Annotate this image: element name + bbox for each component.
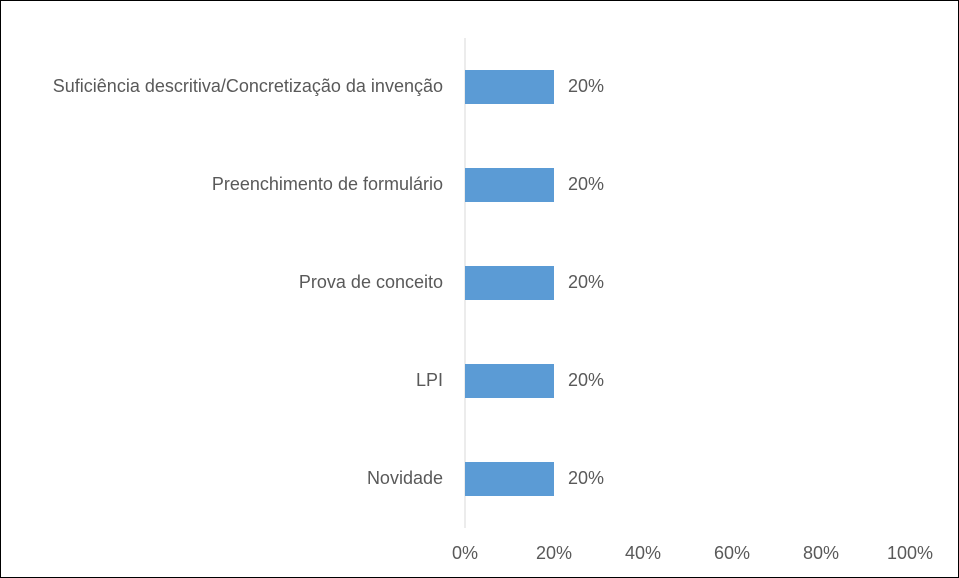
x-tick-label: 80% [803,543,839,563]
bar [465,168,554,202]
bar [465,364,554,398]
y-tick-label: LPI [416,370,443,390]
bar [465,266,554,300]
data-label: 20% [568,76,604,96]
data-label: 20% [568,272,604,292]
y-tick-label: Preenchimento de formulário [212,174,443,194]
data-label: 20% [568,468,604,488]
data-label: 20% [568,370,604,390]
x-tick-label: 40% [625,543,661,563]
bar [465,462,554,496]
x-tick-label: 20% [536,543,572,563]
bar [465,70,554,104]
data-label: 20% [568,174,604,194]
x-tick-label: 100% [887,543,933,563]
x-tick-label: 0% [452,543,478,563]
y-tick-label: Novidade [367,468,443,488]
y-tick-label: Suficiência descritiva/Concretização da … [53,76,443,96]
x-tick-label: 60% [714,543,750,563]
y-tick-label: Prova de conceito [299,272,443,292]
